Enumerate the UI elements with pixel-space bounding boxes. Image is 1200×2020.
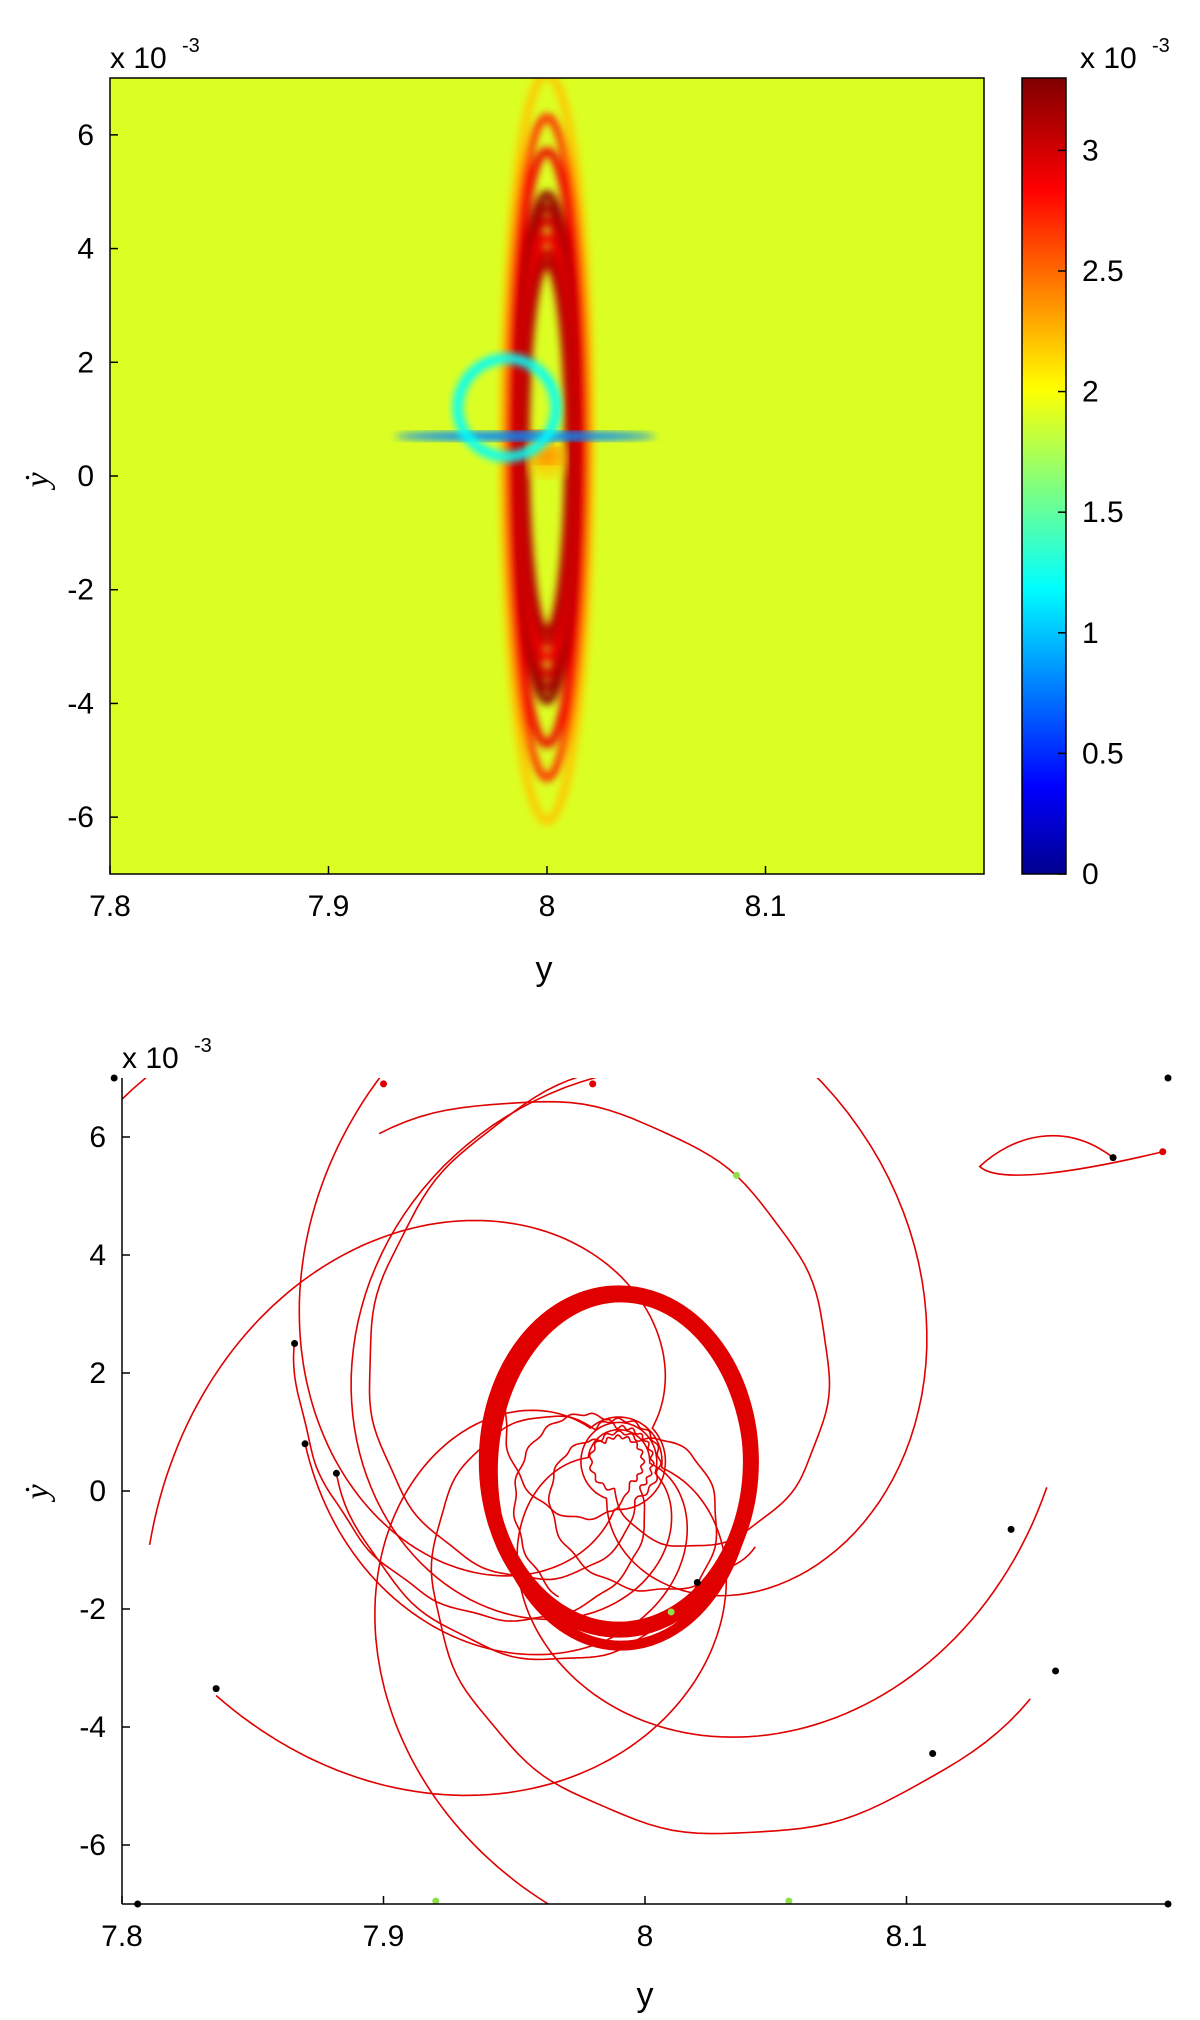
green-marker [667, 1608, 675, 1616]
y-tick-label: -6 [67, 801, 94, 834]
heatmap-low-band [394, 431, 657, 442]
heatmap-outer-arc [452, 353, 562, 462]
heatmap-lower-lobe [531, 448, 563, 464]
y-tick-label: 0 [77, 460, 94, 493]
colorbar-tick-label: 2.5 [1082, 255, 1124, 288]
black-marker [693, 1578, 701, 1586]
heatmap-y-ticks: -6 -4 -2 0 2 4 6 [67, 119, 118, 834]
heatmap-x-ticks: 7.8 7.9 8 8.1 [89, 866, 786, 923]
attractor-ring-inner [487, 1292, 754, 1651]
y-tick-label: -6 [79, 1829, 106, 1862]
trajectory-line [122, 1078, 928, 1621]
heatmap-y-exponent-power: -3 [182, 35, 200, 57]
x-tick-label: 8 [539, 890, 556, 923]
phase-x-axis-label: y [637, 1976, 654, 2014]
green-marker [432, 1897, 440, 1905]
y-tick-label: 6 [89, 1121, 106, 1154]
red-marker [1159, 1148, 1167, 1156]
trajectory-line [504, 1293, 756, 1592]
trajectory-line [292, 1339, 655, 1622]
small-trajectory-curl [978, 1134, 1163, 1176]
black-marker [1164, 1074, 1172, 1082]
heatmap-rings [499, 78, 595, 825]
phase-y-exponent-base: x 10 [122, 1042, 179, 1075]
phase-y-exponent: x 10 -3 [122, 1035, 212, 1075]
y-tick-label: -4 [79, 1711, 106, 1744]
black-marker [110, 1074, 118, 1082]
x-tick-label: 7.9 [308, 890, 350, 923]
colorbar-exponent: x 10 -3 [1080, 35, 1170, 75]
x-tick-label: 8 [637, 1920, 654, 1953]
phase-y-ticks: -6 -4 -2 0 2 4 6 [79, 1121, 130, 1862]
trajectory-markers [110, 1074, 1172, 1908]
black-marker [1007, 1525, 1015, 1533]
colorbar-tick-label: 0 [1082, 858, 1099, 891]
phase-y-axis-label: ẏ [19, 1484, 56, 1503]
colorbar-exponent-base: x 10 [1080, 42, 1137, 75]
colorbar: 0 0.5 1 1.5 2 2.5 3 x 10 -3 [1021, 35, 1170, 891]
trajectory-line [148, 1078, 667, 1577]
trajectory-line [215, 1409, 728, 1904]
y-tick-label: 0 [89, 1475, 106, 1508]
colorbar-tick-label: 1.5 [1082, 496, 1124, 529]
trajectory-line [368, 1078, 1031, 1835]
red-marker [589, 1080, 597, 1088]
black-marker [929, 1750, 937, 1758]
phase-y-exponent-power: -3 [194, 1035, 212, 1057]
heatmap-ring [508, 147, 586, 749]
phase-portrait-panel: 7.8 7.9 8 8.1 -6 -4 -2 0 2 4 6 y ẏ x 10 -3 [19, 1035, 1172, 2014]
heatmap-y-exponent: x 10 -3 [110, 35, 200, 75]
heatmap-x-axis-label: y [536, 950, 553, 988]
colorbar-tick-label: 3 [1082, 134, 1099, 167]
y-tick-label: 6 [77, 119, 94, 152]
phase-x-ticks: 7.8 7.9 8 8.1 [101, 1896, 927, 1953]
x-tick-label: 8.1 [745, 890, 787, 923]
y-tick-label: 2 [89, 1357, 106, 1390]
black-marker [332, 1469, 340, 1477]
y-tick-label: -4 [67, 687, 94, 720]
colorbar-exponent-power: -3 [1152, 35, 1170, 57]
y-tick-label: 4 [89, 1239, 106, 1272]
trajectory-line [304, 1428, 1048, 1738]
black-marker [1052, 1667, 1060, 1675]
x-tick-label: 7.8 [101, 1920, 143, 1953]
y-tick-label: 4 [77, 233, 94, 266]
black-marker [301, 1440, 309, 1448]
heatmap-y-exponent-base: x 10 [110, 42, 167, 75]
x-tick-label: 7.9 [363, 1920, 405, 1953]
heatmap-image [110, 78, 984, 874]
black-marker [1109, 1154, 1117, 1162]
heatmap-ring [499, 78, 595, 825]
green-marker [785, 1897, 793, 1905]
heatmap-panel: 7.8 7.9 8 8.1 -6 -4 -2 0 2 4 6 y ẏ x 10 -3 [19, 35, 985, 988]
trajectory-line [335, 1100, 831, 1661]
black-marker [291, 1340, 299, 1347]
colorbar-tick-label: 1 [1082, 617, 1099, 650]
trajectory-series [122, 1078, 1163, 1904]
y-tick-label: 2 [77, 346, 94, 379]
x-tick-label: 8.1 [886, 1920, 928, 1953]
colorbar-tick-label: 2 [1082, 376, 1099, 409]
x-tick-label: 7.8 [89, 890, 131, 923]
black-marker [212, 1685, 220, 1693]
colorbar-tick-label: 0.5 [1082, 737, 1124, 770]
colorbar-ticks: 0 0.5 1 1.5 2 2.5 3 [1058, 134, 1124, 891]
heatmap-y-axis-label: ẏ [19, 472, 56, 491]
green-marker [733, 1171, 741, 1179]
heatmap-ring [521, 259, 573, 636]
y-tick-label: -2 [67, 574, 94, 607]
red-marker [380, 1080, 387, 1088]
colorbar-gradient [1021, 77, 1067, 875]
y-tick-label: -2 [79, 1593, 106, 1626]
